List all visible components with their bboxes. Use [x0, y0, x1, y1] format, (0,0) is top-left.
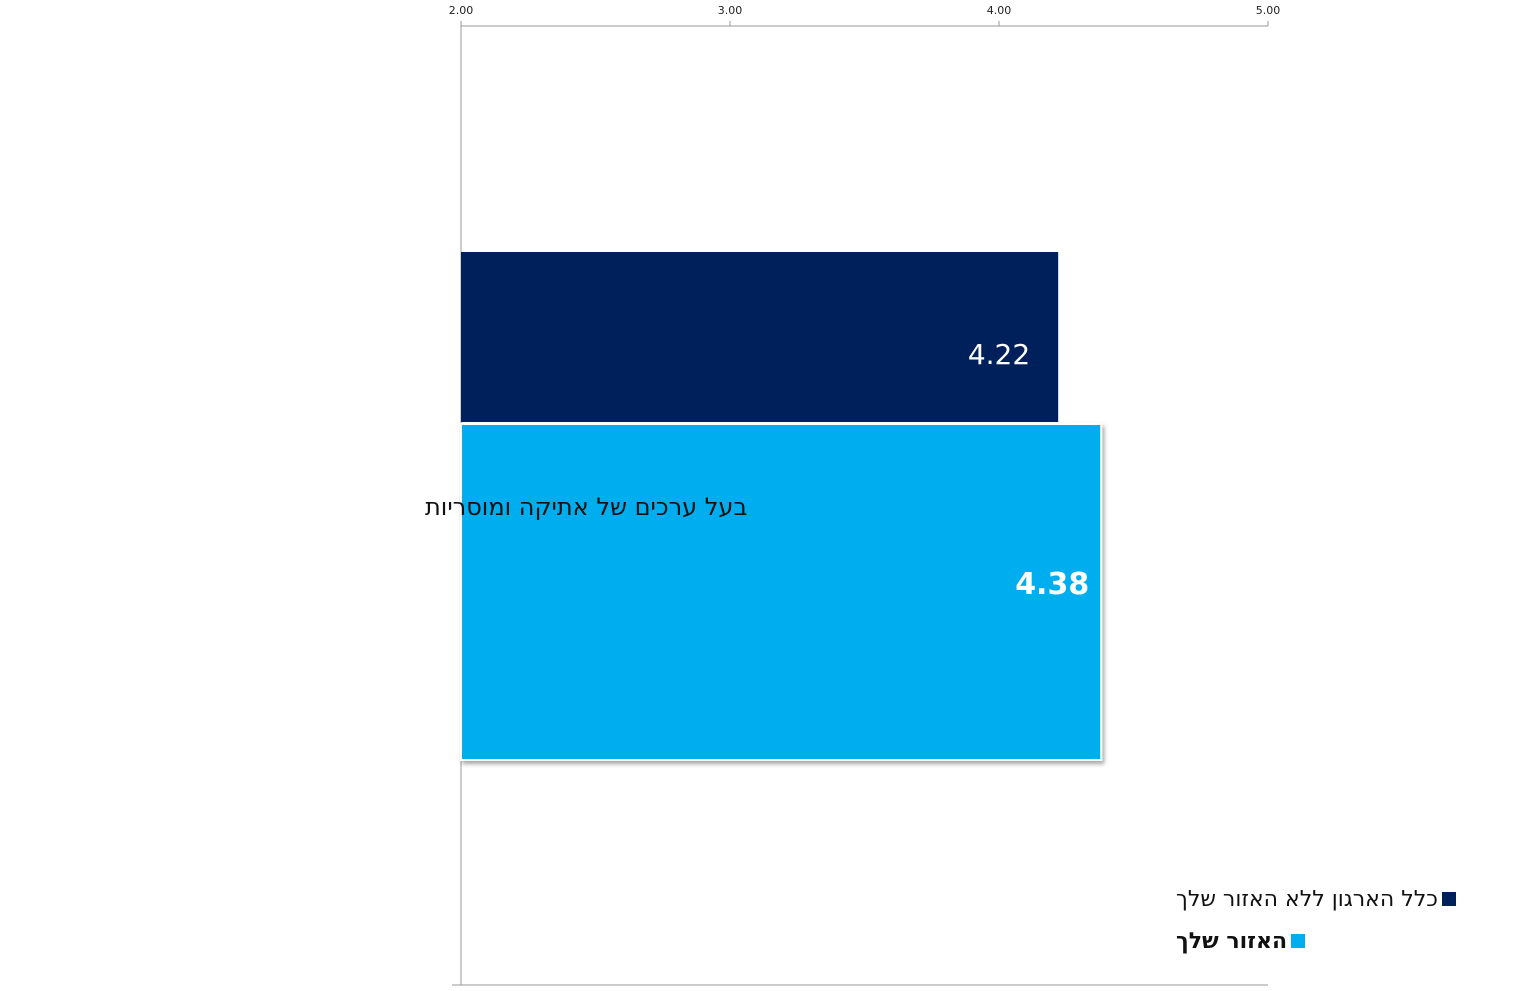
- x-tick-label: 5.00: [1256, 4, 1281, 17]
- legend: כלל הארגון ללא האזור שלך האזור שלך: [1176, 878, 1496, 962]
- x-tick-label: 3.00: [718, 4, 743, 17]
- legend-item-organization: כלל הארגון ללא האזור שלך: [1176, 878, 1496, 920]
- x-tick-label: 4.00: [987, 4, 1012, 17]
- x-tick-label: 2.00: [449, 4, 474, 17]
- legend-item-your-area: האזור שלך: [1176, 920, 1496, 962]
- bar-value-label-1: 4.38: [1015, 567, 1089, 602]
- bar-1: [460, 423, 1103, 761]
- legend-swatch-organization: [1441, 892, 1456, 906]
- bar-value-label-0: 4.22: [968, 338, 1030, 371]
- bar-0: [461, 252, 1059, 422]
- legend-label-your-area: האזור שלך: [1176, 928, 1288, 954]
- category-label: בעל ערכים של אתיקה ומוסריות: [425, 493, 747, 521]
- legend-swatch-your-area: [1291, 934, 1306, 948]
- legend-label-organization: כלל הארגון ללא האזור שלך: [1176, 886, 1438, 912]
